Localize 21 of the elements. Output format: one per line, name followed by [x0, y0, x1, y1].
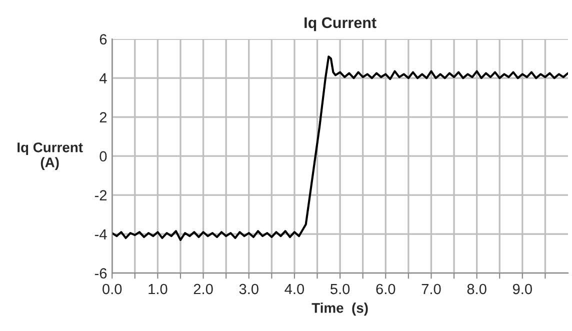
x-tick-label: 0.0: [102, 284, 122, 294]
y-tick-label: 4: [99, 73, 107, 84]
y-tick-label: -4: [94, 229, 107, 240]
y-tick-label: 6: [100, 34, 107, 44]
x-tick-label: 2.0: [194, 284, 213, 294]
x-tick-label: 1.0: [148, 284, 168, 294]
x-axis-title: Time (s): [312, 302, 368, 316]
line-series: [112, 56, 568, 241]
y-tick-label: 2: [100, 112, 107, 122]
x-tick-label: 8.0: [467, 284, 486, 294]
y-axis-title: Iq Current (A): [18, 142, 83, 170]
y-tick-label: -2: [94, 190, 107, 200]
x-tick-label: 5.0: [330, 284, 350, 294]
x-tick-label: 7.0: [422, 284, 441, 294]
x-tick-label: 6.0: [376, 284, 396, 294]
x-tick-label: 4.0: [284, 284, 304, 294]
chart-title: Iq Current: [304, 17, 376, 32]
y-tick-label: 0: [100, 151, 107, 162]
x-tick-label: 3.0: [239, 284, 258, 294]
y-tick-label: -6: [94, 268, 107, 279]
x-tick-label: 9.0: [512, 284, 532, 294]
